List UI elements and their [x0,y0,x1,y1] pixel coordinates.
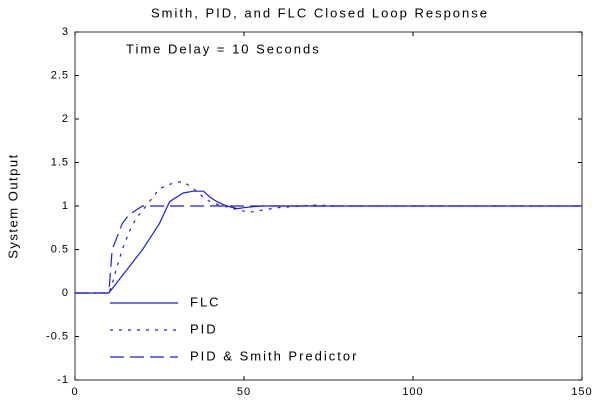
y-tick-label: 0 [62,287,69,299]
legend-label: PID & Smith Predictor [190,348,358,363]
x-tick-label: 0 [71,386,78,398]
y-tick-label: 0.5 [51,243,69,255]
y-tick-label: -1 [57,374,69,386]
y-tick-label: 2.5 [51,69,69,81]
annotation: Time Delay = 10 Seconds [126,41,321,56]
x-tick-label: 100 [402,386,423,398]
y-tick-label: 2 [62,113,69,125]
legend-label: PID [190,321,218,336]
series-line [75,205,582,294]
x-tick-label: 150 [571,386,592,398]
chart-title: Smith, PID, and FLC Closed Loop Response [151,5,489,20]
legend-label: FLC [190,294,221,309]
y-tick-label: -0.5 [46,330,69,342]
y-tick-label: 3 [62,26,69,38]
y-tick-label: 1 [62,200,69,212]
y-tick-label: 1.5 [51,156,69,168]
y-axis-label: System Output [5,153,20,258]
x-tick-label: 50 [237,386,251,398]
